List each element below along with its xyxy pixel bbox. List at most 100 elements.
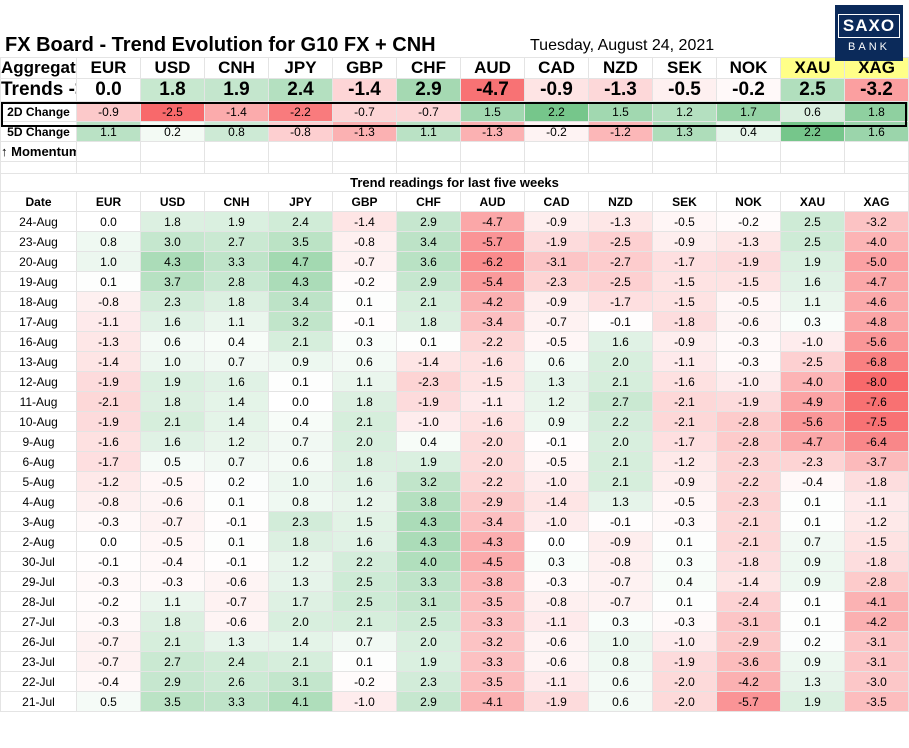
history-currency-header: USD: [140, 191, 205, 212]
history-date: 13-Aug: [0, 351, 77, 372]
change-5d-value: 0.2: [140, 121, 205, 142]
history-value: -1.9: [396, 391, 461, 412]
history-value: 2.0: [588, 431, 653, 452]
change-5d-value: 1.3: [652, 121, 717, 142]
momentum-row: ↑ Momentum: [0, 141, 909, 162]
history-value: 0.6: [268, 451, 333, 472]
history-value: 2.0: [396, 631, 461, 652]
history-value: 2.3: [140, 291, 205, 312]
history-date: 20-Aug: [0, 251, 77, 272]
history-value: -3.1: [524, 251, 589, 272]
history-value: 0.1: [780, 491, 845, 512]
history-value: 1.3: [268, 571, 333, 592]
history-value: -2.0: [460, 431, 525, 452]
history-value: 3.4: [396, 231, 461, 252]
history-row: 23-Jul -0.7 2.7 2.4 2.1 0.1 1.9 -3.3 -0.6 0.8 -1.9…: [0, 651, 909, 672]
history-value: 2.9: [396, 271, 461, 292]
history-value: 0.0: [268, 391, 333, 412]
history-value: -1.9: [76, 371, 141, 392]
history-value: -2.9: [716, 631, 781, 652]
history-value: 2.7: [140, 651, 205, 672]
history-value: -2.1: [716, 531, 781, 552]
history-value: 4.3: [396, 511, 461, 532]
history-value: 0.0: [76, 531, 141, 552]
currency-header: JPY: [268, 57, 333, 79]
history-date: 24-Aug: [0, 211, 77, 232]
history-header-row: Date EUR USD CNH JPY GBP CHF AUD CAD NZD SEK NOK XAU…: [0, 191, 909, 212]
change-5d-value: 1.6: [844, 121, 909, 142]
empty-cell: [76, 141, 141, 162]
history-value: 0.3: [332, 331, 397, 352]
history-value: 1.6: [140, 431, 205, 452]
history-value: -0.5: [524, 331, 589, 352]
history-value: 3.3: [204, 691, 269, 712]
history-value: -2.3: [780, 451, 845, 472]
currency-header: AUD: [460, 57, 525, 79]
history-value: -3.1: [716, 611, 781, 632]
history-value: -1.0: [780, 331, 845, 352]
history-value: -3.6: [716, 651, 781, 672]
history-value: -2.7: [588, 251, 653, 272]
change-5d-value: -0.2: [524, 121, 589, 142]
history-value: -0.5: [652, 211, 717, 232]
history-value: 0.1: [332, 651, 397, 672]
history-value: -1.1: [652, 351, 717, 372]
history-value: -1.0: [524, 511, 589, 532]
history-value: 1.1: [332, 371, 397, 392]
empty-cell: [396, 141, 461, 162]
history-value: 0.9: [524, 411, 589, 432]
history-value: -2.2: [716, 471, 781, 492]
empty-cell: [76, 161, 141, 174]
history-currency-header: JPY: [268, 191, 333, 212]
history-value: 2.9: [140, 671, 205, 692]
history-date: 18-Aug: [0, 291, 77, 312]
history-value: 1.8: [140, 611, 205, 632]
empty-cell: [332, 161, 397, 174]
history-value: -3.2: [460, 631, 525, 652]
history-currency-header: CNH: [204, 191, 269, 212]
history-value: 2.2: [588, 411, 653, 432]
history-value: -4.3: [460, 531, 525, 552]
history-value: -1.9: [76, 411, 141, 432]
history-row: 13-Aug -1.4 1.0 0.7 0.9 0.6 -1.4 -1.6 0.6 2.0 -1.1…: [0, 351, 909, 372]
history-row: 17-Aug -1.1 1.6 1.1 3.2 -0.1 1.8 -3.4 -0.7 -0.1 -1…: [0, 311, 909, 332]
history-value: -4.1: [460, 691, 525, 712]
change-2d-value: 0.6: [780, 101, 845, 122]
history-value: -4.1: [844, 591, 909, 612]
history-value: -1.2: [844, 511, 909, 532]
history-row: 30-Jul -0.1 -0.4 -0.1 1.2 2.2 4.0 -4.5 0.3 -0.8 0.…: [0, 551, 909, 572]
history-value: 3.3: [204, 251, 269, 272]
history-value: -0.3: [76, 511, 141, 532]
history-value: -2.2: [460, 471, 525, 492]
history-value: 2.9: [396, 691, 461, 712]
history-value: 3.0: [140, 231, 205, 252]
history-value: -0.5: [140, 531, 205, 552]
currency-header: CNH: [204, 57, 269, 79]
history-value: -0.5: [524, 451, 589, 472]
history-value: -1.9: [716, 391, 781, 412]
history-value: -2.1: [652, 391, 717, 412]
history-currency-header: CAD: [524, 191, 589, 212]
history-value: -2.0: [460, 451, 525, 472]
history-currency-header: AUD: [460, 191, 525, 212]
logo-text-top: SAXO: [837, 13, 901, 38]
change-5d-row: 5D Change 1.1 0.2 0.8 -0.8 -1.3 1.1 -1.3 -0.2 -1.…: [0, 121, 909, 142]
history-value: -0.9: [652, 231, 717, 252]
empty-cell: [588, 141, 653, 162]
history-value: -1.5: [844, 531, 909, 552]
history-date: 22-Jul: [0, 671, 77, 692]
history-value: 2.1: [268, 651, 333, 672]
history-value: -4.2: [844, 611, 909, 632]
trend-value: 1.8: [140, 78, 205, 102]
empty-cell: [396, 161, 461, 174]
currency-header: GBP: [332, 57, 397, 79]
history-value: 1.9: [140, 371, 205, 392]
history-value: 0.2: [204, 471, 269, 492]
history-value: 2.0: [268, 611, 333, 632]
history-value: -1.4: [524, 491, 589, 512]
history-value: -0.7: [140, 511, 205, 532]
history-value: 0.9: [780, 551, 845, 572]
history-value: -0.8: [588, 551, 653, 572]
history-value: 1.8: [332, 451, 397, 472]
history-row: 6-Aug -1.7 0.5 0.7 0.6 1.8 1.9 -2.0 -0.5 2.1 -1.2-…: [0, 451, 909, 472]
